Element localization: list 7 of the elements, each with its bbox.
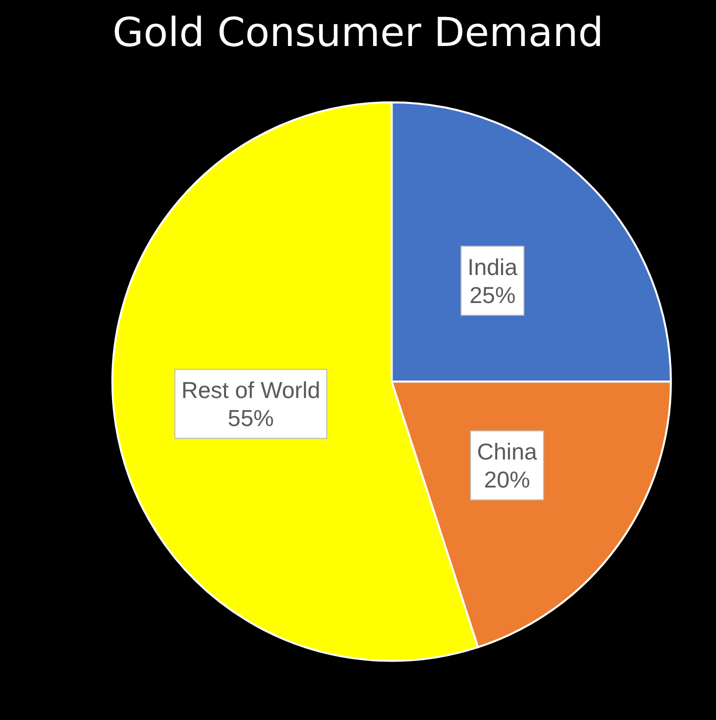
slice-label: Rest of World — [181, 376, 320, 403]
slice-label: India — [468, 254, 518, 280]
data-label: 20% — [484, 466, 530, 492]
slice-label: China — [476, 438, 538, 464]
chart-title: Gold Consumer Demand — [112, 10, 604, 56]
data-label: 55% — [228, 404, 274, 431]
data-label: 25% — [469, 282, 516, 308]
